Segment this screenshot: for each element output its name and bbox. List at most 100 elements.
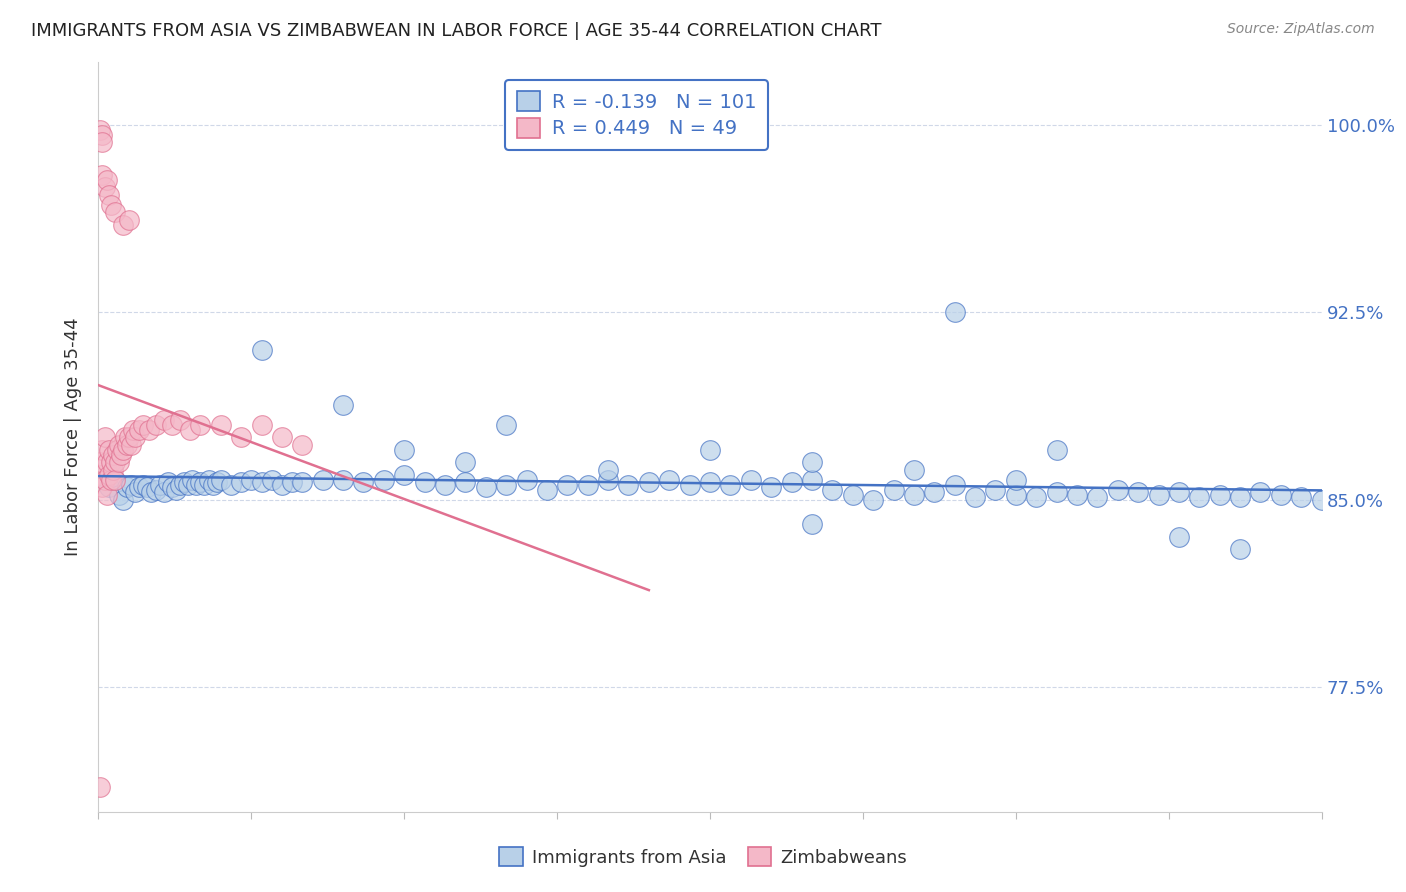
Point bbox=[141, 485, 163, 500]
Point bbox=[637, 475, 661, 489]
Point bbox=[250, 343, 273, 357]
Point bbox=[104, 473, 127, 487]
Point bbox=[124, 485, 146, 500]
Point bbox=[111, 442, 134, 457]
Point bbox=[943, 305, 966, 319]
Point bbox=[516, 473, 538, 487]
Point bbox=[89, 123, 111, 137]
Point bbox=[128, 480, 150, 494]
Point bbox=[454, 455, 477, 469]
Point bbox=[240, 473, 263, 487]
Point bbox=[260, 473, 283, 487]
Point bbox=[392, 442, 416, 457]
Point bbox=[454, 475, 477, 489]
Point bbox=[181, 473, 204, 487]
Point bbox=[105, 442, 128, 457]
Point bbox=[97, 187, 120, 202]
Point bbox=[97, 467, 120, 482]
Point bbox=[93, 430, 115, 444]
Text: Source: ZipAtlas.com: Source: ZipAtlas.com bbox=[1227, 22, 1375, 37]
Point bbox=[101, 462, 124, 476]
Point bbox=[780, 475, 803, 489]
Point bbox=[96, 487, 118, 501]
Point bbox=[100, 455, 122, 469]
Point bbox=[209, 417, 232, 432]
Point bbox=[89, 467, 111, 482]
Point bbox=[270, 430, 294, 444]
Point bbox=[89, 780, 111, 794]
Point bbox=[1066, 487, 1088, 501]
Point bbox=[104, 205, 127, 219]
Point bbox=[1229, 542, 1251, 557]
Point bbox=[132, 417, 155, 432]
Point bbox=[984, 483, 1007, 497]
Legend: R = -0.139   N = 101, R = 0.449   N = 49: R = -0.139 N = 101, R = 0.449 N = 49 bbox=[505, 79, 768, 150]
Point bbox=[270, 477, 294, 491]
Point bbox=[100, 473, 122, 487]
Point bbox=[177, 477, 200, 491]
Point bbox=[679, 477, 702, 491]
Point bbox=[97, 442, 120, 457]
Point bbox=[965, 490, 987, 504]
Point bbox=[104, 455, 127, 469]
Point bbox=[169, 477, 191, 491]
Point bbox=[576, 477, 599, 491]
Point bbox=[188, 417, 212, 432]
Point bbox=[250, 475, 273, 489]
Point bbox=[118, 212, 141, 227]
Point bbox=[100, 198, 122, 212]
Point bbox=[149, 477, 172, 491]
Point bbox=[841, 487, 863, 501]
Point bbox=[434, 477, 457, 491]
Point bbox=[1128, 485, 1150, 500]
Point bbox=[91, 442, 114, 457]
Point bbox=[193, 477, 215, 491]
Point bbox=[1291, 490, 1313, 504]
Point bbox=[291, 437, 314, 451]
Point bbox=[903, 487, 925, 501]
Point bbox=[89, 455, 111, 469]
Point bbox=[1147, 487, 1170, 501]
Point bbox=[536, 483, 558, 497]
Point bbox=[474, 480, 498, 494]
Point bbox=[392, 467, 416, 482]
Point bbox=[160, 480, 183, 494]
Point bbox=[1270, 487, 1292, 501]
Point bbox=[862, 492, 884, 507]
Point bbox=[1004, 487, 1026, 501]
Point bbox=[136, 480, 159, 494]
Point bbox=[188, 475, 212, 489]
Point bbox=[108, 455, 131, 469]
Point bbox=[205, 475, 228, 489]
Point bbox=[160, 417, 183, 432]
Point bbox=[96, 173, 118, 187]
Point bbox=[114, 430, 136, 444]
Point bbox=[1249, 485, 1271, 500]
Point bbox=[219, 477, 242, 491]
Point bbox=[903, 462, 925, 476]
Point bbox=[373, 473, 395, 487]
Point bbox=[617, 477, 640, 491]
Point bbox=[124, 430, 146, 444]
Point bbox=[152, 485, 174, 500]
Point bbox=[132, 477, 155, 491]
Point bbox=[120, 477, 142, 491]
Point bbox=[91, 480, 114, 494]
Point bbox=[1107, 483, 1129, 497]
Point bbox=[111, 218, 134, 232]
Point bbox=[801, 517, 824, 532]
Point bbox=[152, 412, 174, 426]
Point bbox=[740, 473, 762, 487]
Point bbox=[1045, 485, 1069, 500]
Point bbox=[115, 480, 138, 494]
Point bbox=[943, 477, 966, 491]
Point bbox=[138, 423, 160, 437]
Point bbox=[104, 473, 127, 487]
Point bbox=[598, 473, 620, 487]
Point bbox=[1167, 485, 1189, 500]
Point bbox=[120, 437, 142, 451]
Point bbox=[93, 473, 115, 487]
Point bbox=[156, 475, 179, 489]
Point bbox=[165, 483, 187, 497]
Point bbox=[413, 475, 436, 489]
